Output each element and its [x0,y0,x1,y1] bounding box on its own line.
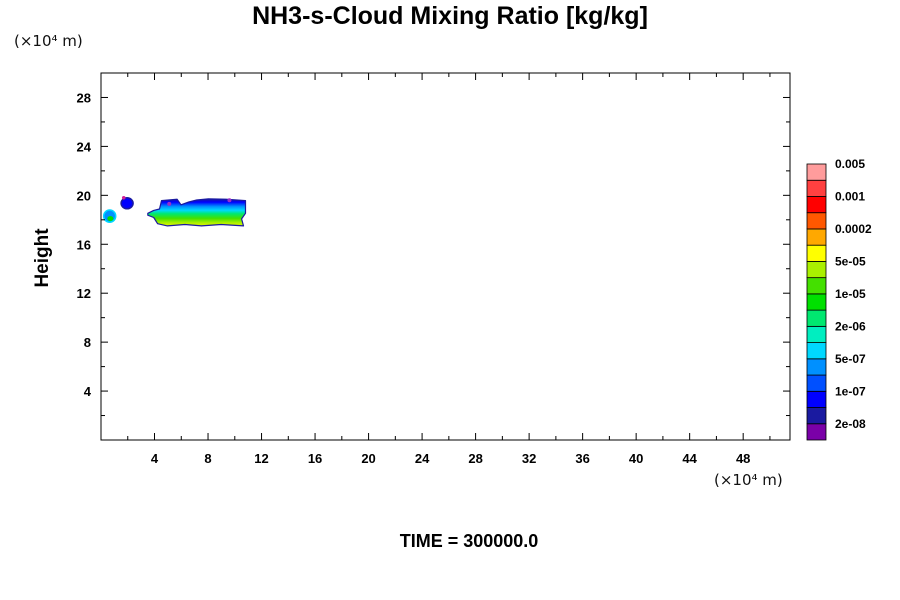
y-axis-unit: (×10⁴ m) [14,32,83,50]
colorbar-label: 5e-05 [835,254,866,268]
y-tick-label: 24 [77,139,92,154]
y-tick-label: 28 [77,90,91,105]
cloud-edge-speck [227,198,232,203]
x-tick-label: 8 [204,451,211,466]
time-label: TIME = 300000.0 [399,531,539,551]
cloud-edge-speck [167,201,172,206]
colorbar-label: 0.005 [835,157,865,171]
colorbar-label: 2e-08 [835,417,866,431]
x-tick-label: 24 [415,451,430,466]
x-tick-label: 32 [522,451,536,466]
x-tick-label: 4 [151,451,159,466]
cloud-patch [147,198,247,227]
colorbar-label: 5e-07 [835,352,866,366]
colorbar-label: 1e-07 [835,384,866,398]
x-tick-label: 16 [308,451,322,466]
x-tick-label: 20 [361,451,375,466]
colorbar-swatch [806,179,827,197]
y-tick-label: 4 [84,384,92,399]
cloud-core [107,216,114,222]
colorbar-swatch [806,163,827,181]
colorbar-swatch [806,309,827,327]
colorbar-label: 0.0002 [835,222,872,236]
y-tick-label: 12 [77,286,91,301]
colorbar-swatch [806,293,827,311]
x-tick-label: 44 [682,451,697,466]
cloud-patch [120,197,134,210]
x-axis-unit: (×10⁴ m) [714,471,783,489]
chart-title: NH3-s-Cloud Mixing Ratio [kg/kg] [252,2,648,30]
y-tick-label: 20 [77,188,91,203]
colorbar-swatch [806,261,827,279]
colorbar-swatch [806,244,827,262]
y-tick-label: 16 [77,237,91,252]
cloud-edge-speck [121,195,126,200]
colorbar-swatch [806,228,827,246]
colorbar-swatch [806,407,827,425]
colorbar-swatch [806,212,827,230]
x-tick-label: 28 [468,451,482,466]
colorbar-swatch [806,196,827,214]
colorbar-swatch [806,390,827,408]
colorbar-swatch [806,277,827,295]
x-tick-label: 40 [629,451,643,466]
colorbar-swatch [806,374,827,392]
plot-frame [100,72,791,441]
colorbar-label: 1e-05 [835,287,866,301]
x-tick-label: 12 [254,451,268,466]
colorbar-label: 0.001 [835,189,865,203]
colorbar-swatch [806,358,827,376]
x-tick-label: 36 [575,451,589,466]
colorbar-swatch [806,423,827,441]
x-tick-label: 48 [736,451,750,466]
colorbar-swatch [806,342,827,360]
colorbar-label: 2e-06 [835,319,866,333]
y-tick-label: 8 [84,335,91,350]
colorbar-swatch [806,325,827,343]
